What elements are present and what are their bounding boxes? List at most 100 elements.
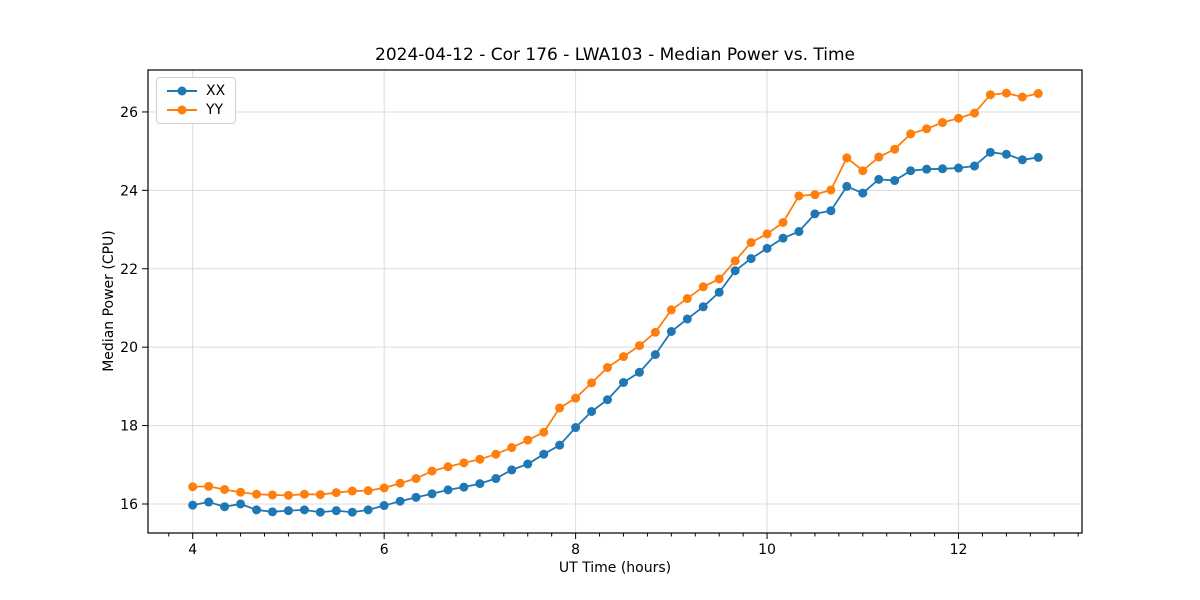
data-point-xx	[634, 367, 644, 377]
data-point-yy	[507, 443, 517, 453]
y-tick-label: 18	[120, 419, 138, 435]
x-axis-label: UT Time (hours)	[558, 560, 672, 576]
data-point-xx	[922, 164, 932, 174]
data-point-xx	[730, 266, 740, 276]
data-point-xx	[778, 233, 788, 243]
data-point-yy	[411, 474, 421, 484]
data-point-yy	[443, 462, 453, 472]
data-point-xx	[523, 459, 533, 469]
data-point-xx	[555, 440, 565, 450]
data-point-xx	[220, 502, 230, 512]
data-point-xx	[794, 227, 804, 237]
data-point-yy	[906, 129, 916, 139]
data-point-yy	[666, 305, 676, 315]
data-point-yy	[778, 218, 788, 228]
data-point-xx	[459, 482, 469, 492]
data-point-xx	[283, 506, 293, 516]
data-point-xx	[906, 166, 916, 176]
data-point-xx	[236, 499, 246, 509]
data-point-xx	[363, 505, 373, 515]
data-point-xx	[1001, 149, 1011, 159]
data-point-yy	[985, 90, 995, 100]
y-tick-label: 24	[120, 183, 138, 199]
data-point-xx	[666, 326, 676, 336]
legend-marker-xx-icon	[167, 86, 197, 96]
data-point-yy	[363, 486, 373, 496]
data-point-yy	[379, 483, 389, 493]
data-point-xx	[938, 164, 948, 174]
x-tick-label: 8	[571, 542, 580, 558]
data-point-xx	[395, 496, 405, 506]
data-point-xx	[252, 505, 262, 515]
data-point-xx	[810, 209, 820, 219]
data-point-xx	[954, 163, 964, 173]
data-point-xx	[858, 188, 868, 198]
x-tick-label: 12	[950, 542, 968, 558]
legend-item-yy: YY	[165, 102, 225, 118]
data-point-xx	[1017, 155, 1027, 165]
data-point-yy	[523, 435, 533, 445]
data-point-xx	[411, 492, 421, 502]
data-point-yy	[730, 256, 740, 266]
data-point-xx	[267, 507, 277, 517]
data-point-yy	[555, 403, 565, 413]
series-xx-line	[192, 151, 1039, 514]
legend-label-xx: XX	[206, 83, 226, 99]
x-tick-label: 6	[380, 542, 389, 558]
data-point-yy	[842, 153, 852, 163]
data-point-xx	[826, 206, 836, 216]
data-point-xx	[1033, 152, 1043, 162]
data-point-yy	[220, 484, 230, 494]
data-point-xx	[507, 465, 517, 475]
data-point-yy	[794, 191, 804, 201]
data-point-xx	[985, 147, 995, 157]
data-point-yy	[634, 341, 644, 351]
data-point-yy	[969, 108, 979, 118]
data-point-yy	[890, 144, 900, 154]
legend-item-xx: XX	[165, 83, 225, 99]
data-point-xx	[842, 181, 852, 191]
data-point-xx	[890, 176, 900, 186]
data-point-yy	[602, 363, 612, 373]
data-point-yy	[858, 166, 868, 176]
data-point-yy	[874, 152, 884, 162]
data-point-xx	[698, 302, 708, 312]
data-point-yy	[299, 489, 309, 499]
data-point-xx	[427, 489, 437, 499]
y-axis-label: Median Power (CPU)	[101, 230, 117, 372]
y-tick-label: 16	[120, 497, 138, 513]
data-point-yy	[1017, 92, 1027, 102]
data-point-yy	[682, 294, 692, 304]
legend-marker-yy-icon	[167, 105, 197, 115]
data-point-yy	[315, 490, 325, 500]
data-point-xx	[379, 501, 389, 511]
data-point-xx	[443, 485, 453, 495]
data-point-yy	[188, 482, 198, 492]
x-tick-label: 4	[188, 542, 197, 558]
data-point-yy	[267, 490, 277, 500]
data-point-xx	[650, 350, 660, 360]
data-point-xx	[204, 497, 214, 507]
data-point-xx	[746, 254, 756, 264]
data-point-yy	[746, 237, 756, 247]
data-point-yy	[587, 378, 597, 388]
data-point-yy	[459, 458, 469, 468]
data-point-yy	[698, 282, 708, 292]
data-point-xx	[969, 161, 979, 171]
y-tick-label: 20	[120, 340, 138, 356]
data-point-xx	[571, 423, 581, 433]
data-point-xx	[618, 377, 628, 387]
data-point-yy	[491, 449, 501, 459]
series-yy-line	[192, 92, 1039, 497]
data-point-xx	[714, 287, 724, 297]
data-point-xx	[315, 507, 325, 517]
data-point-yy	[236, 487, 246, 497]
data-point-yy	[331, 488, 341, 498]
data-point-yy	[539, 427, 549, 437]
data-point-xx	[602, 395, 612, 405]
data-point-yy	[826, 185, 836, 195]
data-point-yy	[571, 393, 581, 403]
data-point-yy	[1033, 89, 1043, 99]
